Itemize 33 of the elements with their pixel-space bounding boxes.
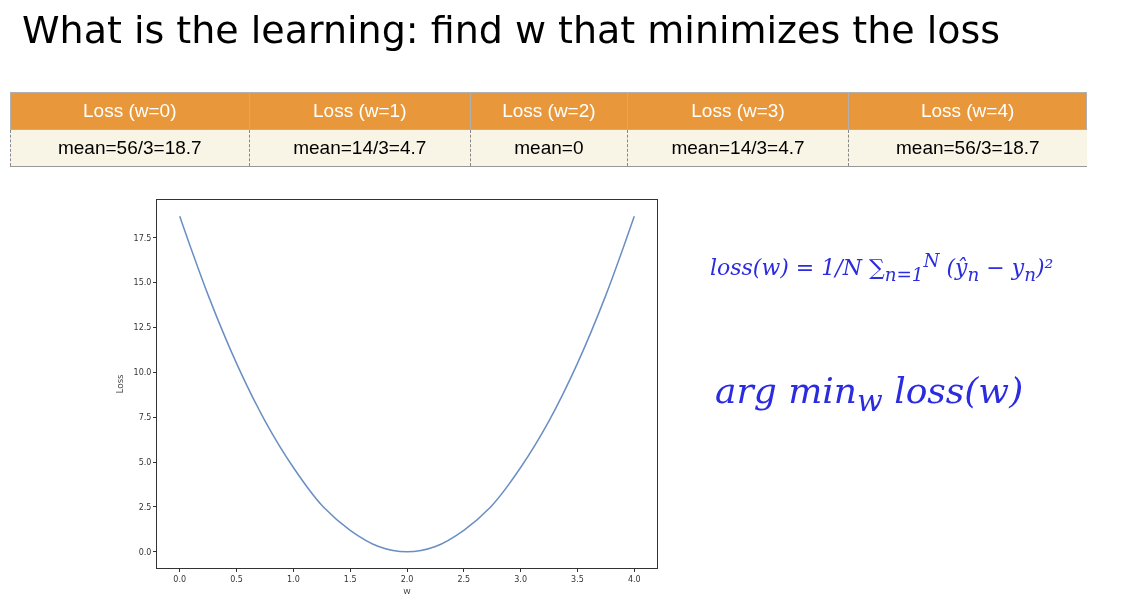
x-tick-label: 2.0: [400, 574, 414, 584]
x-tick-label: 4.0: [627, 574, 641, 584]
x-tick-label: 1.0: [286, 574, 300, 584]
x-tick-label: 3.0: [514, 574, 528, 584]
category-label: Loss (w=2): [470, 92, 628, 130]
y-tick-label: 5.0: [138, 457, 152, 467]
category-label: Loss (w=1): [249, 92, 471, 130]
category-label: Loss (w=3): [627, 92, 849, 130]
category-label: Loss (w=4): [848, 92, 1087, 130]
x-tick-label: 0.0: [173, 574, 187, 584]
y-tick-label: 17.5: [133, 233, 152, 243]
text: mean=14/3=4.7: [249, 129, 471, 167]
y-tick-label: 7.5: [138, 413, 152, 423]
category-label: Loss (w=0): [10, 92, 250, 130]
text: mean=0: [470, 129, 628, 167]
line-series: [178, 215, 636, 553]
text: What is the learning: find w that minimizes the loss: [22, 8, 1001, 52]
text: mean=56/3=18.7: [10, 129, 250, 167]
y-axis-title: Loss: [112, 374, 126, 394]
x-tick-label: 2.5: [457, 574, 471, 584]
x-axis-title: w: [403, 583, 411, 597]
x-tick-label: 1.5: [343, 574, 357, 584]
y-tick-label: 12.5: [133, 323, 152, 333]
text: mean=56/3=18.7: [848, 129, 1087, 167]
text: mean=14/3=4.7: [627, 129, 849, 167]
y-tick-label: 10.0: [133, 368, 152, 378]
x-tick-label: 3.5: [571, 574, 584, 584]
y-tick-label: 2.5: [138, 502, 152, 512]
y-tick-label: 0.0: [138, 547, 152, 557]
text: loss(w) = 1/N ∑$_{n=1}$$^{N}$ (ŷ$_{n}$ − y$_{n}$)²: [710, 250, 1054, 285]
text: arg min$_{w}$ loss(w): [715, 370, 1024, 419]
y-tick-label: 15.0: [133, 278, 152, 288]
x-tick-label: 0.5: [230, 574, 243, 584]
